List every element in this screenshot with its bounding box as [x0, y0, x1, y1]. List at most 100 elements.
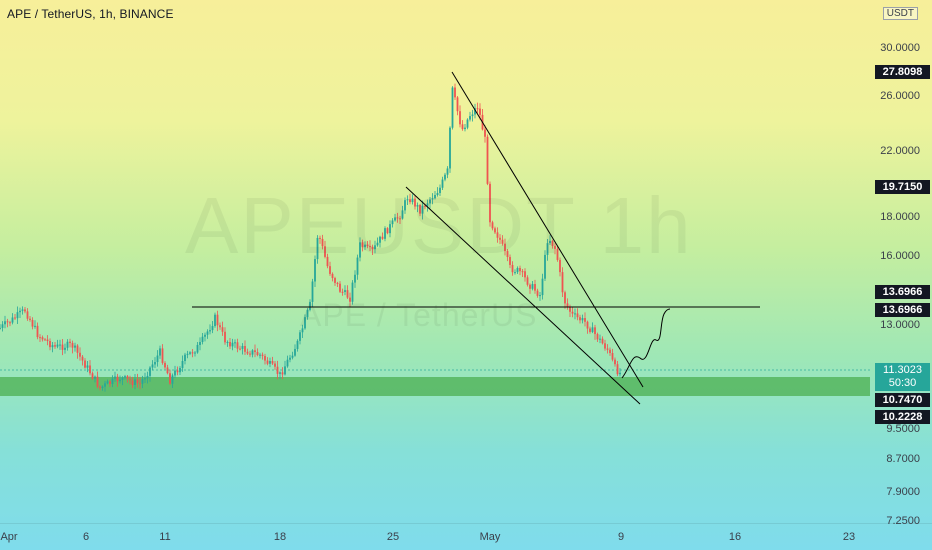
- candle-body: [411, 198, 414, 203]
- candle-body: [389, 224, 391, 234]
- candle-body: [306, 309, 309, 318]
- candle-body: [79, 352, 81, 357]
- candle-body: [209, 330, 211, 332]
- candle-body: [561, 272, 564, 293]
- candle-body: [479, 108, 481, 115]
- candle-body: [61, 344, 64, 350]
- candle-body: [159, 348, 161, 356]
- candle-body: [134, 379, 136, 385]
- chart-title: APE / TetherUS, 1h, BINANCE: [7, 7, 174, 21]
- price-badge[interactable]: 19.7150: [875, 180, 930, 194]
- candle-body: [71, 342, 74, 348]
- candle-body: [344, 290, 346, 292]
- candle-body: [266, 360, 269, 364]
- candle-body: [516, 267, 519, 273]
- candle-body: [194, 352, 196, 354]
- x-tick-label: 9: [617, 531, 625, 543]
- candle-body: [234, 342, 236, 344]
- candle-body: [439, 187, 441, 194]
- candle-body: [326, 256, 329, 267]
- x-tick-label: 11: [159, 531, 171, 543]
- candle-body: [434, 194, 436, 199]
- candle-body: [406, 199, 409, 201]
- candle-body: [0, 327, 1, 329]
- candle-body: [69, 341, 71, 343]
- candle-body: [121, 377, 124, 380]
- candle-body: [206, 331, 209, 335]
- candle-body: [554, 245, 556, 249]
- candle-body: [506, 251, 509, 258]
- price-badge[interactable]: 27.8098: [875, 65, 930, 79]
- candle-body: [51, 345, 54, 348]
- candle-body: [489, 183, 491, 223]
- candle-body: [291, 355, 294, 358]
- currency-unit-label[interactable]: USDT: [882, 7, 918, 20]
- candle-body: [109, 381, 111, 384]
- candle-body: [529, 284, 531, 289]
- candle-body: [584, 318, 586, 322]
- candle-body: [29, 318, 31, 320]
- candle-body: [494, 228, 496, 233]
- candle-body: [454, 87, 456, 98]
- candle-body: [249, 353, 251, 355]
- candle-body: [336, 282, 339, 284]
- candle-body: [334, 278, 336, 283]
- candle-body: [321, 238, 324, 247]
- candle-body: [606, 348, 609, 350]
- candle-body: [1, 324, 4, 328]
- candle-body: [226, 342, 229, 344]
- candle-body: [6, 321, 9, 323]
- y-tick-label: 7.9000: [886, 486, 920, 498]
- candle-body: [104, 383, 106, 387]
- candle-body: [31, 319, 34, 327]
- name-watermark: APE / TetherUS: [300, 297, 538, 333]
- candle-body: [444, 174, 446, 180]
- candle-body: [331, 273, 334, 279]
- candle-body: [199, 342, 201, 345]
- candle-body: [369, 246, 371, 248]
- candle-body: [259, 354, 261, 356]
- candle-body: [581, 318, 584, 321]
- candle-body: [346, 290, 349, 298]
- candle-body: [539, 295, 541, 297]
- candle-body: [304, 317, 306, 329]
- candle-body: [391, 220, 394, 225]
- bar-countdown: 50:30: [888, 377, 917, 389]
- candle-body: [264, 355, 266, 361]
- candle-body: [366, 244, 369, 247]
- candle-body: [251, 350, 254, 355]
- candle-body: [221, 327, 224, 332]
- candle-body: [201, 336, 204, 343]
- candle-body: [341, 291, 344, 293]
- candle-body: [574, 313, 576, 315]
- last-price-badge[interactable]: 11.3023 50:30: [875, 363, 930, 391]
- candle-body: [261, 354, 264, 356]
- candle-body: [241, 346, 244, 349]
- candle-body: [169, 373, 171, 384]
- candle-body: [119, 379, 121, 382]
- candle-body: [214, 314, 216, 327]
- candle-body: [451, 87, 454, 128]
- price-badge[interactable]: 10.7470: [875, 393, 930, 407]
- candle-body: [576, 313, 579, 318]
- candle-body: [474, 108, 476, 115]
- candle-body: [394, 217, 396, 221]
- candle-body: [91, 373, 94, 379]
- candle-body: [371, 246, 374, 250]
- candle-body: [76, 345, 79, 353]
- candle-body: [164, 362, 166, 368]
- candle-body: [521, 271, 524, 273]
- candle-body: [361, 242, 364, 248]
- candle-body: [364, 244, 366, 248]
- candle-body: [41, 337, 44, 340]
- candle-body: [384, 228, 386, 239]
- x-tick-label: Apr: [0, 531, 18, 543]
- price-badge[interactable]: 10.2228: [875, 410, 930, 424]
- price-badge[interactable]: 13.6966: [875, 285, 930, 299]
- candle-body: [469, 116, 471, 120]
- candle-body: [36, 325, 39, 338]
- candle-body: [309, 301, 311, 310]
- price-badge[interactable]: 13.6966: [875, 303, 930, 317]
- wedge-upper-trendline: [451, 71, 644, 388]
